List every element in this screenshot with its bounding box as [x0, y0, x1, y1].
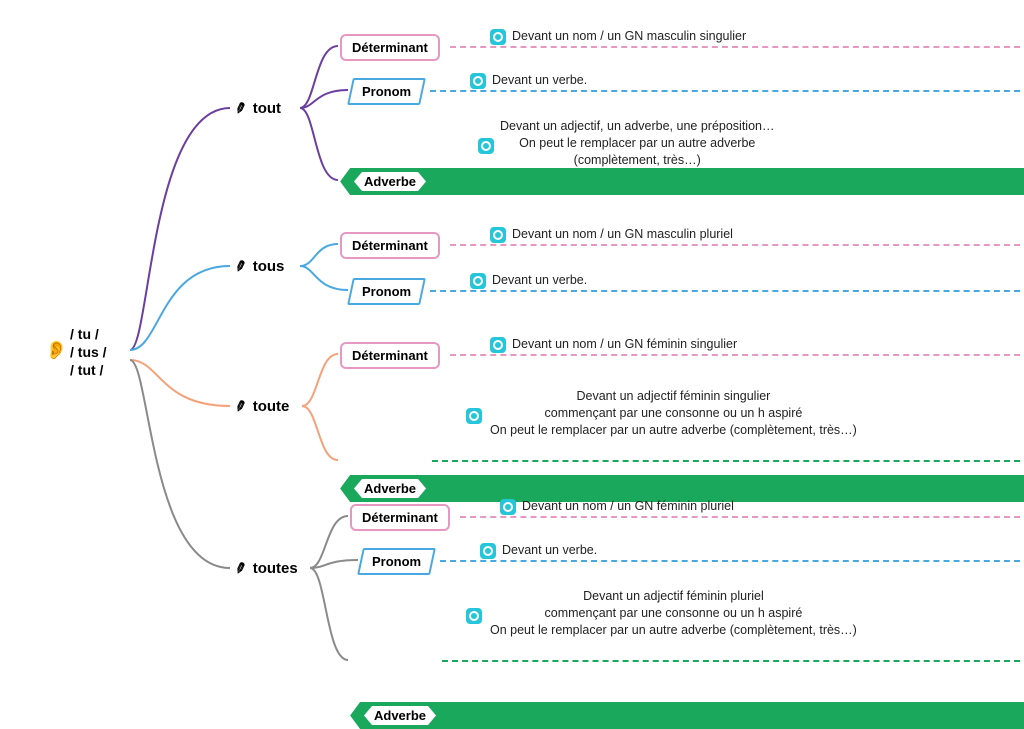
word-label: toutes — [253, 560, 298, 577]
word-toute: ✎toute — [235, 398, 289, 415]
note-icon — [470, 273, 486, 289]
desc-line: commençant par une consonne ou un h aspi… — [545, 406, 803, 420]
desc-line: Devant un adjectif, un adverbe, une prép… — [500, 119, 774, 133]
note-icon — [490, 29, 506, 45]
desc-line: On peut le remplacer par un autre adverb… — [490, 623, 857, 637]
chip-tout-det: Déterminant — [340, 34, 440, 61]
word-label: tous — [253, 258, 285, 275]
desc-line: Devant un nom / un GN féminin pluriel — [522, 499, 734, 513]
pencil-icon: ✎ — [232, 99, 249, 119]
word-toutes: ✎toutes — [235, 560, 298, 577]
desc-toutes-adv: Devant un adjectif féminin pluriel commen… — [490, 588, 857, 639]
note-icon — [500, 499, 516, 515]
desc-tout-pro: Devant un verbe. — [470, 72, 587, 89]
note-icon — [470, 73, 486, 89]
desc-line: Devant un nom / un GN masculin singulier — [512, 29, 746, 43]
desc-tout-det: Devant un nom / un GN masculin singulier — [490, 28, 746, 45]
note-icon — [466, 608, 482, 624]
desc-toutes-pro: Devant un verbe. — [480, 542, 597, 559]
dash-toutes-det — [460, 516, 1020, 518]
note-icon — [466, 408, 482, 424]
dash-tout-pro — [430, 90, 1020, 92]
desc-tout-adv: Devant un adjectif, un adverbe, une prép… — [500, 118, 774, 169]
chip-tous-det: Déterminant — [340, 232, 440, 259]
ear-icon: 👂 — [45, 340, 67, 361]
root-line-1: / tu / — [70, 325, 107, 343]
dash-toute-adv — [432, 460, 1020, 462]
desc-toutes-det: Devant un nom / un GN féminin pluriel — [500, 498, 734, 515]
note-icon — [490, 227, 506, 243]
chip-toute-det: Déterminant — [340, 342, 440, 369]
dash-tout-adv — [432, 180, 1020, 182]
root-node: / tu / / tus / / tut / — [70, 325, 107, 380]
dash-tous-det — [450, 244, 1020, 246]
desc-line: (complètement, très…) — [574, 153, 701, 167]
desc-line: Devant un verbe. — [502, 543, 597, 557]
root-line-3: / tut / — [70, 361, 107, 379]
word-tout: ✎tout — [235, 100, 281, 117]
desc-line: commençant par une consonne ou un h aspi… — [545, 606, 803, 620]
desc-line: On peut le remplacer par un autre adverb… — [519, 136, 755, 150]
chip-toutes-det: Déterminant — [350, 504, 450, 531]
dash-toute-det — [450, 354, 1020, 356]
chip-toutes-adv: Adverbe — [350, 702, 1024, 729]
desc-line: Devant un adjectif féminin pluriel — [583, 589, 764, 603]
word-tous: ✎tous — [235, 258, 284, 275]
desc-line: Devant un verbe. — [492, 273, 587, 287]
desc-line: Devant un nom / un GN féminin singulier — [512, 337, 737, 351]
root-line-2: / tus / — [70, 343, 107, 361]
desc-tous-det: Devant un nom / un GN masculin pluriel — [490, 226, 733, 243]
dash-toutes-pro — [440, 560, 1020, 562]
desc-tous-pro: Devant un verbe. — [470, 272, 587, 289]
dash-toutes-adv — [442, 660, 1020, 662]
desc-toute-adv: Devant un adjectif féminin singulier comm… — [490, 388, 857, 439]
note-icon — [478, 138, 494, 154]
chip-tout-pro: Pronom — [347, 78, 426, 105]
word-label: toute — [253, 398, 290, 415]
note-icon — [490, 337, 506, 353]
pencil-icon: ✎ — [232, 397, 249, 417]
chip-tous-pro: Pronom — [347, 278, 426, 305]
note-icon — [480, 543, 496, 559]
desc-line: On peut le remplacer par un autre adverb… — [490, 423, 857, 437]
desc-toute-det: Devant un nom / un GN féminin singulier — [490, 336, 737, 353]
word-label: tout — [253, 100, 281, 117]
pencil-icon: ✎ — [232, 257, 249, 277]
desc-line: Devant un nom / un GN masculin pluriel — [512, 227, 733, 241]
desc-line: Devant un verbe. — [492, 73, 587, 87]
pencil-icon: ✎ — [232, 559, 249, 579]
dash-tout-det — [450, 46, 1020, 48]
chip-toutes-pro: Pronom — [357, 548, 436, 575]
desc-line: Devant un adjectif féminin singulier — [576, 389, 770, 403]
dash-tous-pro — [430, 290, 1020, 292]
